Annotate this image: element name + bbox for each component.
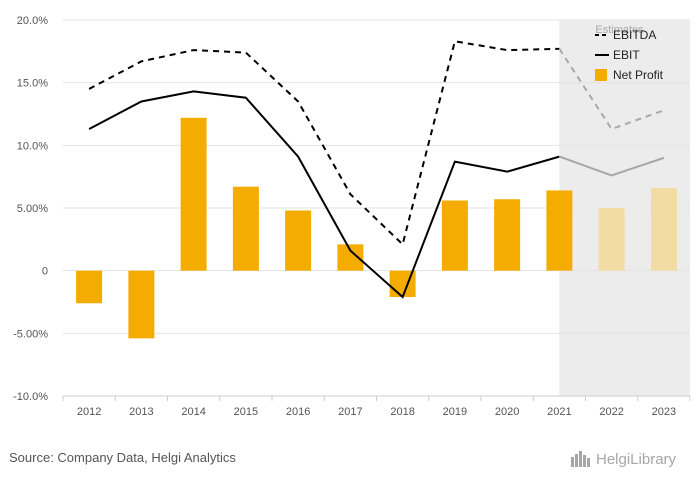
y-tick-label: 20.0%: [17, 15, 48, 27]
bar-net-profit: [546, 190, 573, 271]
x-tick-label: 2013: [129, 406, 153, 418]
brand-logo: HelgiLibrary: [570, 447, 676, 471]
x-tick-label: 2023: [652, 406, 676, 418]
source-note: Source: Company Data, Helgi Analytics: [9, 450, 236, 465]
bar-net-profit: [76, 270, 103, 304]
x-tick-label: 2017: [338, 406, 362, 418]
legend-label-ebitda: EBITDA: [613, 28, 656, 42]
bar-net-profit: [232, 186, 259, 271]
bar-net-profit: [285, 210, 312, 271]
bar-net-profit: [494, 199, 521, 271]
chart: Estimates 20.0% 15.0% 10.0% 5.00% 0 -5.00% -10.…: [13, 15, 691, 418]
x-tick-label: 2018: [390, 406, 414, 418]
y-tick-label: -5.00%: [13, 328, 48, 340]
x-tick-label: 2012: [77, 406, 101, 418]
bar-net-profit: [598, 208, 625, 271]
y-tick-label: 0: [42, 266, 48, 278]
x-tick-label: 2014: [181, 406, 205, 418]
y-tick-label: 10.0%: [17, 140, 48, 152]
line-ebit: [88, 90, 560, 299]
x-tick-label: 2020: [495, 406, 519, 418]
bar-net-profit: [650, 187, 677, 271]
x-tick-label: 2019: [443, 406, 467, 418]
x-tick-label: 2016: [286, 406, 310, 418]
line-ebitda: [88, 40, 560, 247]
line-ebit-estimate: [559, 155, 665, 177]
line-ebitda-estimate: [558, 48, 665, 131]
bar-net-profit: [180, 117, 207, 271]
x-tick-label: 2021: [547, 406, 571, 418]
legend-label-net-profit: Net Profit: [613, 68, 664, 82]
library-icon: [571, 451, 590, 467]
estimates-label: Estimates: [595, 24, 644, 36]
brand-name: HelgiLibrary: [596, 450, 677, 468]
bar-net-profit: [441, 200, 468, 271]
y-tick-label: 5.00%: [17, 203, 48, 215]
y-tick-label: 15.0%: [17, 78, 48, 90]
x-tick-label: 2015: [234, 406, 258, 418]
legend-label-ebit: EBIT: [613, 48, 640, 62]
legend-swatch-net-profit: [595, 69, 607, 81]
bar-net-profit: [128, 270, 155, 339]
y-tick-label: -10.0%: [13, 391, 48, 403]
x-tick-label: 2022: [599, 406, 623, 418]
